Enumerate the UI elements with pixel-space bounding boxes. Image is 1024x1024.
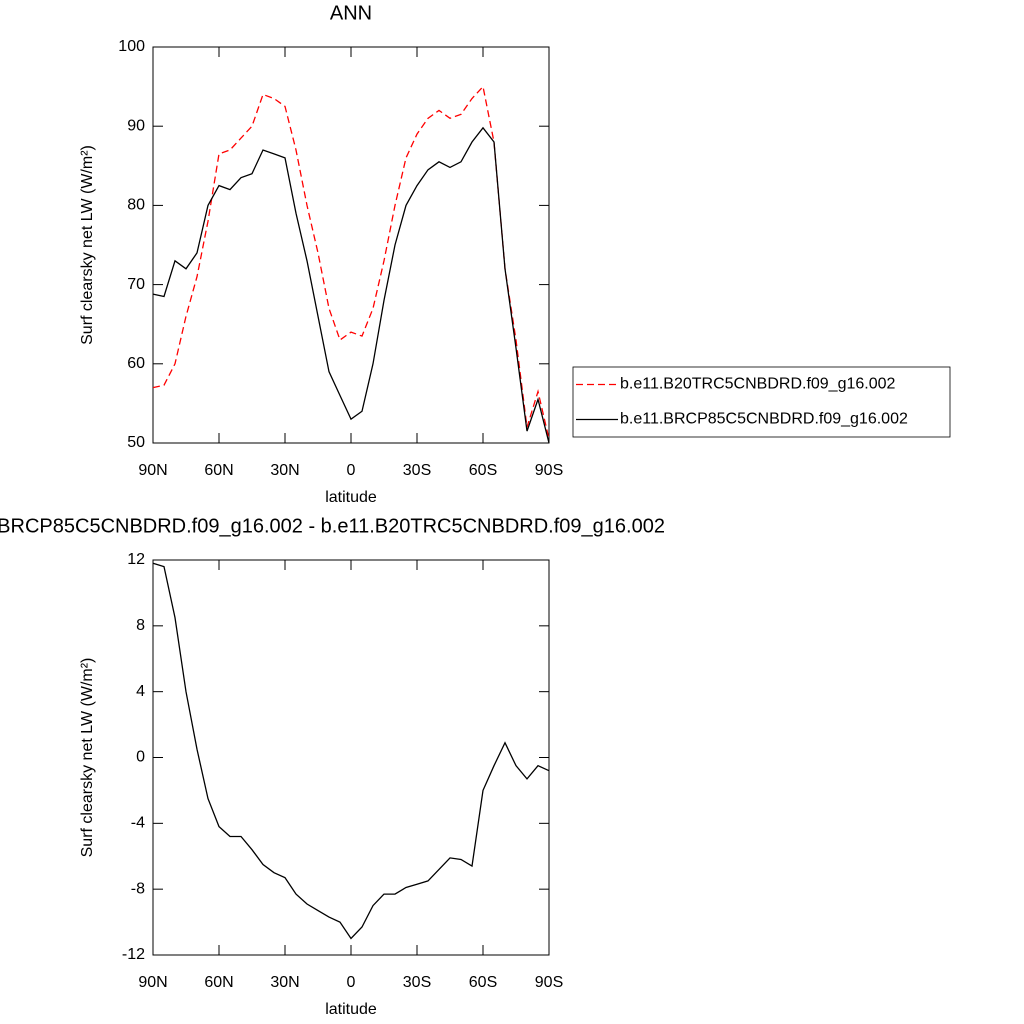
x-tick-label: 90S	[535, 462, 563, 479]
x-tick-label: 90N	[138, 974, 167, 991]
legend-label: b.e11.B20TRC5CNBDRD.f09_g16.002	[620, 376, 896, 393]
line-series	[152, 85, 550, 440]
y-axis-label: Surf clearsky net LW (W/m²)	[79, 145, 96, 345]
x-tick-label: 30N	[270, 974, 299, 991]
x-tick-label: 60N	[204, 974, 233, 991]
y-tick-label: 70	[127, 276, 145, 293]
y-tick-label: -4	[131, 815, 145, 832]
x-tick-label: 90N	[138, 462, 167, 479]
x-axis-label: latitude	[325, 1001, 377, 1018]
plot-frame	[152, 46, 550, 444]
y-tick-label: 80	[127, 197, 145, 214]
y-tick-label: 12	[127, 551, 145, 568]
y-tick-label: 90	[127, 117, 145, 134]
x-tick-label: 0	[347, 974, 356, 991]
y-tick-label: 8	[136, 617, 145, 634]
legend-box	[572, 366, 951, 438]
y-tick-label: 4	[136, 683, 145, 700]
x-tick-label: 30S	[403, 974, 431, 991]
line-series	[152, 562, 550, 940]
x-tick-label: 90S	[535, 974, 563, 991]
x-tick-label: 60S	[469, 974, 497, 991]
y-tick-label: -8	[131, 880, 145, 897]
y-tick-label: 100	[118, 38, 145, 55]
line-series	[152, 126, 550, 444]
y-tick-label: -12	[122, 946, 145, 963]
x-tick-label: 60N	[204, 462, 233, 479]
y-tick-label: 60	[127, 355, 145, 372]
y-tick-label: 50	[127, 434, 145, 451]
y-tick-label: 0	[136, 749, 145, 766]
plot-frame	[152, 559, 550, 956]
x-tick-label: 30S	[403, 462, 431, 479]
x-tick-label: 30N	[270, 462, 299, 479]
chart-title: b.e11.BRCP85C5CNBDRD.f09_g16.002 - b.e11…	[0, 515, 665, 537]
y-axis-label: Surf clearsky net LW (W/m²)	[79, 658, 96, 858]
legend-label: b.e11.BRCP85C5CNBDRD.f09_g16.002	[620, 411, 908, 428]
x-tick-label: 60S	[469, 462, 497, 479]
chart-title: ANN	[330, 2, 372, 24]
x-axis-label: latitude	[325, 489, 377, 506]
x-tick-label: 0	[347, 462, 356, 479]
